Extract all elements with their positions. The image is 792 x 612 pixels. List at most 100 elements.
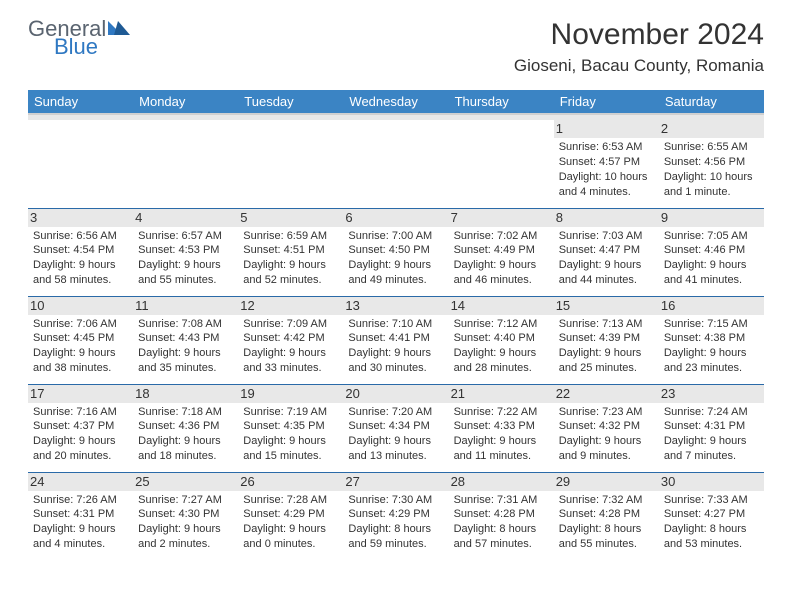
day-cell: 9 Sunrise: 7:05 AMSunset: 4:46 PMDaylight… [659, 208, 764, 296]
week-row: 1Sunrise: 6:53 AMSunset: 4:57 PMDaylight… [28, 120, 764, 208]
day-number: 30 [659, 473, 764, 491]
calendar-page: General Blue November 2024 Gioseni, Baca… [0, 0, 792, 560]
day-info: Sunrise: 7:19 AMSunset: 4:35 PMDaylight:… [243, 405, 338, 464]
day-cell: 5 Sunrise: 6:59 AMSunset: 4:51 PMDaylight… [238, 208, 343, 296]
day-info: Sunrise: 7:02 AMSunset: 4:49 PMDaylight:… [454, 229, 549, 288]
logo: General Blue [28, 18, 130, 58]
day-number: 11 [133, 297, 238, 315]
day-number: 17 [28, 385, 133, 403]
day-number: 7 [449, 209, 554, 227]
day-cell: 10 Sunrise: 7:06 AMSunset: 4:45 PMDayligh… [28, 296, 133, 384]
day-cell: 19 Sunrise: 7:19 AMSunset: 4:35 PMDayligh… [238, 384, 343, 472]
day-info: Sunrise: 6:55 AMSunset: 4:56 PMDaylight:… [664, 140, 759, 199]
day-cell: 12 Sunrise: 7:09 AMSunset: 4:42 PMDayligh… [238, 296, 343, 384]
day-info: Sunrise: 7:20 AMSunset: 4:34 PMDaylight:… [348, 405, 443, 464]
day-cell [343, 120, 448, 208]
day-cell: 14Sunrise: 7:12 AMSunset: 4:40 PMDayligh… [449, 296, 554, 384]
day-cell: 27Sunrise: 7:30 AMSunset: 4:29 PMDayligh… [343, 472, 448, 560]
day-info: Sunrise: 7:18 AMSunset: 4:36 PMDaylight:… [138, 405, 233, 464]
day-cell: 17 Sunrise: 7:16 AMSunset: 4:37 PMDayligh… [28, 384, 133, 472]
day-info: Sunrise: 7:23 AMSunset: 4:32 PMDaylight:… [559, 405, 654, 464]
day-cell [238, 120, 343, 208]
title-block: November 2024 Gioseni, Bacau County, Rom… [514, 18, 764, 76]
location-text: Gioseni, Bacau County, Romania [514, 56, 764, 76]
week-row: 17 Sunrise: 7:16 AMSunset: 4:37 PMDayligh… [28, 384, 764, 472]
day-number: 13 [343, 297, 448, 315]
day-cell: 1Sunrise: 6:53 AMSunset: 4:57 PMDaylight… [554, 120, 659, 208]
week-row: 10 Sunrise: 7:06 AMSunset: 4:45 PMDayligh… [28, 296, 764, 384]
day-cell: 28 Sunrise: 7:31 AMSunset: 4:28 PMDayligh… [449, 472, 554, 560]
day-cell: 8Sunrise: 7:03 AMSunset: 4:47 PMDaylight… [554, 208, 659, 296]
day-number: 16 [659, 297, 764, 315]
header-friday: Friday [554, 90, 659, 114]
day-header-row: Sunday Monday Tuesday Wednesday Thursday… [28, 90, 764, 114]
day-info: Sunrise: 7:05 AMSunset: 4:46 PMDaylight:… [664, 229, 759, 288]
day-info: Sunrise: 6:59 AMSunset: 4:51 PMDaylight:… [243, 229, 338, 288]
day-info: Sunrise: 7:06 AMSunset: 4:45 PMDaylight:… [33, 317, 128, 376]
day-number: 28 [449, 473, 554, 491]
day-cell [449, 120, 554, 208]
day-info: Sunrise: 7:16 AMSunset: 4:37 PMDaylight:… [33, 405, 128, 464]
day-number: 20 [343, 385, 448, 403]
day-cell: 29 Sunrise: 7:32 AMSunset: 4:28 PMDayligh… [554, 472, 659, 560]
week-row: 3 Sunrise: 6:56 AMSunset: 4:54 PMDaylight… [28, 208, 764, 296]
day-number: 8 [554, 209, 659, 227]
week-row: 24 Sunrise: 7:26 AMSunset: 4:31 PMDayligh… [28, 472, 764, 560]
day-number: 2 [659, 120, 764, 138]
header-saturday: Saturday [659, 90, 764, 114]
day-number: 29 [554, 473, 659, 491]
day-cell: 16 Sunrise: 7:15 AMSunset: 4:38 PMDayligh… [659, 296, 764, 384]
day-cell: 3 Sunrise: 6:56 AMSunset: 4:54 PMDaylight… [28, 208, 133, 296]
day-info: Sunrise: 7:00 AMSunset: 4:50 PMDaylight:… [348, 229, 443, 288]
day-cell: 15Sunrise: 7:13 AMSunset: 4:39 PMDayligh… [554, 296, 659, 384]
day-number: 19 [238, 385, 343, 403]
header-thursday: Thursday [449, 90, 554, 114]
day-cell: 23 Sunrise: 7:24 AMSunset: 4:31 PMDayligh… [659, 384, 764, 472]
header-wednesday: Wednesday [343, 90, 448, 114]
day-cell: 4 Sunrise: 6:57 AMSunset: 4:53 PMDaylight… [133, 208, 238, 296]
day-number: 10 [28, 297, 133, 315]
day-info: Sunrise: 7:26 AMSunset: 4:31 PMDaylight:… [33, 493, 128, 552]
day-number: 23 [659, 385, 764, 403]
header-tuesday: Tuesday [238, 90, 343, 114]
day-number: 25 [133, 473, 238, 491]
day-cell: 30Sunrise: 7:33 AMSunset: 4:27 PMDayligh… [659, 472, 764, 560]
day-number: 22 [554, 385, 659, 403]
day-info: Sunrise: 7:08 AMSunset: 4:43 PMDaylight:… [138, 317, 233, 376]
day-info: Sunrise: 7:31 AMSunset: 4:28 PMDaylight:… [454, 493, 549, 552]
calendar-table: Sunday Monday Tuesday Wednesday Thursday… [28, 90, 764, 560]
day-cell: 21 Sunrise: 7:22 AMSunset: 4:33 PMDayligh… [449, 384, 554, 472]
day-number: 5 [238, 209, 343, 227]
day-number: 14 [449, 297, 554, 315]
day-number: 21 [449, 385, 554, 403]
day-info: Sunrise: 7:15 AMSunset: 4:38 PMDaylight:… [664, 317, 759, 376]
day-number: 26 [238, 473, 343, 491]
day-number: 3 [28, 209, 133, 227]
day-number: 4 [133, 209, 238, 227]
day-cell: 18 Sunrise: 7:18 AMSunset: 4:36 PMDayligh… [133, 384, 238, 472]
day-number: 6 [343, 209, 448, 227]
header: General Blue November 2024 Gioseni, Baca… [28, 18, 764, 76]
day-number: 18 [133, 385, 238, 403]
day-number: 12 [238, 297, 343, 315]
day-info: Sunrise: 7:22 AMSunset: 4:33 PMDaylight:… [454, 405, 549, 464]
day-info: Sunrise: 7:32 AMSunset: 4:28 PMDaylight:… [559, 493, 654, 552]
day-cell: 13Sunrise: 7:10 AMSunset: 4:41 PMDayligh… [343, 296, 448, 384]
day-info: Sunrise: 6:57 AMSunset: 4:53 PMDaylight:… [138, 229, 233, 288]
day-cell: 24 Sunrise: 7:26 AMSunset: 4:31 PMDayligh… [28, 472, 133, 560]
day-number: 9 [659, 209, 764, 227]
day-cell [28, 120, 133, 208]
day-info: Sunrise: 7:09 AMSunset: 4:42 PMDaylight:… [243, 317, 338, 376]
day-info: Sunrise: 7:24 AMSunset: 4:31 PMDaylight:… [664, 405, 759, 464]
day-cell [133, 120, 238, 208]
day-cell: 6 Sunrise: 7:00 AMSunset: 4:50 PMDaylight… [343, 208, 448, 296]
day-cell: 2 Sunrise: 6:55 AMSunset: 4:56 PMDaylight… [659, 120, 764, 208]
month-title: November 2024 [514, 18, 764, 52]
logo-text-blue: Blue [54, 36, 130, 58]
day-cell: 22 Sunrise: 7:23 AMSunset: 4:32 PMDayligh… [554, 384, 659, 472]
calendar-body: 1Sunrise: 6:53 AMSunset: 4:57 PMDaylight… [28, 114, 764, 560]
day-number: 24 [28, 473, 133, 491]
header-monday: Monday [133, 90, 238, 114]
day-cell: 11 Sunrise: 7:08 AMSunset: 4:43 PMDayligh… [133, 296, 238, 384]
day-info: Sunrise: 6:56 AMSunset: 4:54 PMDaylight:… [33, 229, 128, 288]
